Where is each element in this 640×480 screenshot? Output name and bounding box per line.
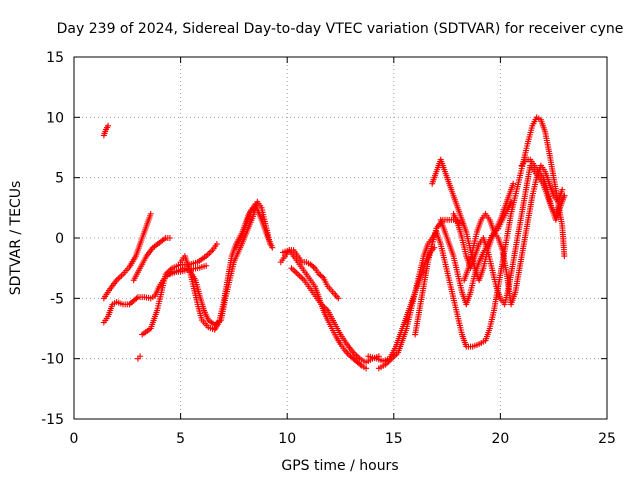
series-s8 (177, 201, 276, 333)
x-tick-labels: 0 5 10 15 20 25 (70, 431, 616, 447)
y-tick-label: 15 (46, 50, 64, 66)
series-s9 (233, 204, 259, 251)
y-tick-label: 0 (55, 231, 64, 247)
data-point (508, 198, 515, 205)
y-tick-label: -5 (50, 291, 64, 307)
data-point (252, 204, 259, 211)
series-s2 (100, 210, 154, 302)
y-axis-label: SDTVAR / TECUs (8, 181, 24, 296)
data-point (310, 263, 317, 270)
x-tick-label: 10 (278, 431, 296, 447)
x-tick-label: 15 (385, 431, 403, 447)
x-tick-label: 20 (491, 431, 509, 447)
data-point (335, 295, 342, 302)
data-point (203, 262, 210, 269)
y-tick-label: -15 (41, 412, 64, 428)
data-point (363, 365, 370, 372)
series-s11 (279, 247, 342, 302)
data-point (166, 235, 173, 241)
data-point (147, 210, 154, 217)
y-tick-label: 10 (46, 110, 64, 126)
data-point (137, 353, 144, 360)
chart-title: Day 239 of 2024, Sidereal Day-to-day VTE… (57, 21, 624, 37)
x-tick-label: 25 (598, 431, 616, 447)
data-point (431, 244, 438, 251)
data-point (561, 253, 568, 260)
series-s19 (461, 162, 566, 308)
x-tick-label: 0 (70, 431, 79, 447)
axis-ticks (73, 56, 608, 420)
y-tick-label: 5 (55, 171, 64, 187)
series-s6 (130, 235, 173, 284)
data-point (213, 241, 220, 248)
data-point (133, 295, 140, 302)
series-s4 (134, 353, 144, 362)
data-point (510, 180, 517, 187)
y-tick-label: -10 (41, 352, 64, 368)
data-point (269, 244, 276, 251)
y-tick-labels: -15 -10 -5 0 5 10 15 (41, 50, 64, 428)
series-s20 (518, 156, 568, 223)
data-points (100, 114, 568, 372)
data-point (559, 186, 566, 193)
data-point (357, 361, 364, 368)
series-s5 (139, 241, 220, 338)
data-point (105, 122, 112, 129)
series-s12 (288, 265, 382, 366)
data-point (561, 192, 568, 199)
x-axis-label: GPS time / hours (281, 458, 398, 474)
series-s1 (100, 122, 112, 139)
x-tick-label: 5 (176, 431, 185, 447)
data-point (319, 273, 326, 280)
